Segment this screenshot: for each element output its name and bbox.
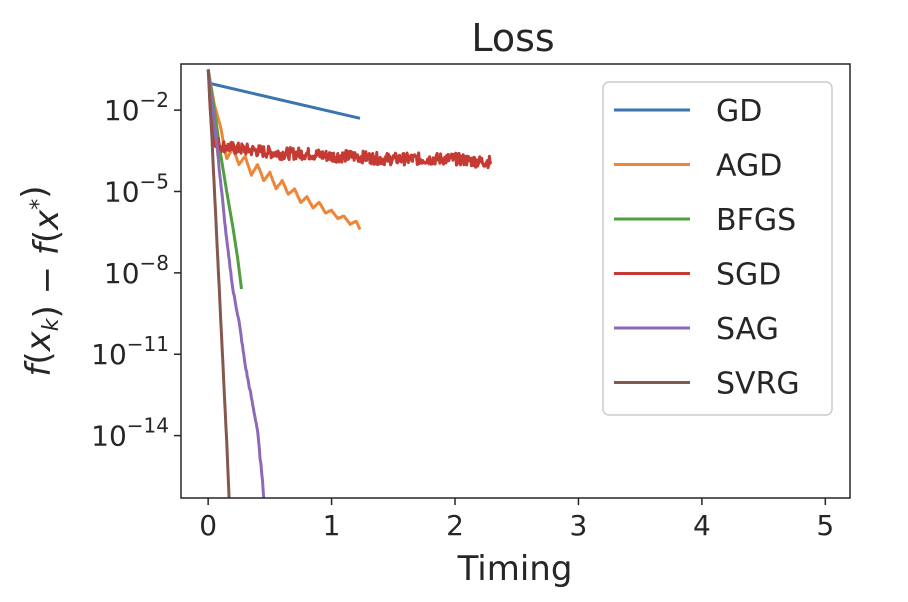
chart-title: Loss bbox=[471, 16, 554, 60]
series-layer bbox=[206, 69, 493, 499]
y-tick-label: 10−2 bbox=[104, 88, 169, 127]
x-tick-label: 0 bbox=[199, 509, 217, 542]
x-tick-label: 1 bbox=[323, 509, 341, 542]
x-axis: 0 1 2 3 4 5 bbox=[199, 498, 834, 542]
legend: GD AGD BFGS SGD SAG SVRG bbox=[602, 81, 833, 416]
y-tick-label: 10−14 bbox=[91, 414, 169, 453]
series-line-sag bbox=[206, 69, 266, 499]
x-tick-label: 4 bbox=[693, 509, 711, 542]
plot-frame bbox=[180, 63, 851, 499]
legend-label-gd: GD bbox=[716, 94, 762, 129]
series-line-sgd bbox=[206, 69, 493, 170]
legend-label-sag: SAG bbox=[716, 312, 779, 347]
x-tick-label: 5 bbox=[816, 509, 834, 542]
y-tick-label: 10−5 bbox=[104, 169, 169, 208]
x-tick-label: 3 bbox=[570, 509, 588, 542]
y-axis: 10−2 10−5 10−8 10−11 10−14 bbox=[91, 88, 181, 453]
legend-label-sgd: SGD bbox=[716, 258, 781, 293]
series-line-svrg bbox=[206, 69, 231, 499]
legend-box bbox=[602, 81, 833, 416]
y-axis-label: f(xk) − f(x*) bbox=[15, 185, 67, 376]
x-tick-label: 2 bbox=[446, 509, 464, 542]
legend-label-svrg: SVRG bbox=[716, 367, 800, 402]
legend-label-bfgs: BFGS bbox=[716, 203, 796, 238]
y-tick-label: 10−8 bbox=[104, 251, 169, 290]
series-line-gd bbox=[207, 81, 361, 120]
legend-label-agd: AGD bbox=[716, 149, 782, 184]
y-tick-label: 10−11 bbox=[91, 332, 169, 371]
x-axis-label: Timing bbox=[457, 549, 573, 589]
